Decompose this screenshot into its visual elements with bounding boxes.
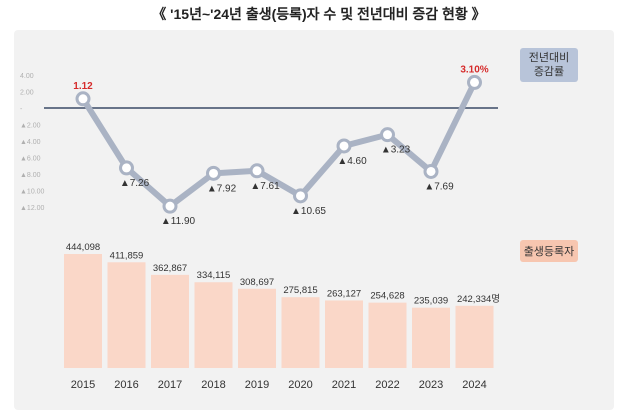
chart-title: 《 '15년~'24년 출생(등록)자 수 및 전년대비 증감 현황 》 — [152, 6, 486, 22]
births-value-label-2024: 242,334명 — [457, 294, 500, 305]
births-bar-2021 — [325, 300, 363, 368]
births-value-label-2017: 362,867 — [153, 263, 187, 274]
rate-point-2021 — [336, 138, 352, 154]
rate-legend-label-line1: 전년대비 — [529, 51, 569, 64]
x-tick-label: 2020 — [288, 379, 312, 391]
rate-point-2016 — [119, 160, 134, 176]
births-legend-label: 출생등록자 — [524, 245, 575, 258]
births-bar-2019 — [238, 288, 276, 368]
rate-label-2015: 1.12 — [73, 81, 93, 92]
births-value-label-2023: 235,039 — [414, 296, 448, 307]
rate-point-2020 — [293, 188, 308, 204]
births-value-label-2020: 275,815 — [283, 285, 317, 296]
y-tick-label: ▲4.00 — [20, 139, 41, 146]
rate-point-2015 — [75, 91, 91, 107]
births-value-label-2015: 444,098 — [66, 242, 100, 253]
births-bar-2018 — [194, 282, 233, 368]
rate-label-2019: ▲7.61 — [250, 181, 280, 192]
y-tick-label: ▲2.00 — [20, 123, 41, 130]
rate-label-2017: ▲11.90 — [161, 216, 196, 227]
rate-point-2023 — [423, 163, 439, 179]
y-tick-label: ▲6.00 — [20, 156, 41, 163]
rate-point-2018 — [206, 165, 221, 181]
rate-label-2024: 3.10% — [460, 64, 488, 75]
births-legend-badge — [520, 240, 578, 262]
rate-legend-badge — [520, 48, 578, 82]
births-bar-2023 — [412, 307, 450, 368]
y-tick-label: - — [20, 106, 23, 113]
x-tick-label: 2019 — [245, 379, 269, 391]
rate-label-2023: ▲7.69 — [424, 181, 454, 192]
births-bar-2015 — [64, 254, 102, 368]
births-value-label-2022: 254,628 — [370, 291, 404, 302]
x-tick-label: 2021 — [332, 379, 356, 391]
births-bar-2016 — [107, 262, 146, 368]
rate-point-2017 — [162, 198, 178, 214]
x-tick-label: 2022 — [375, 379, 399, 391]
births-bar-2024 — [455, 305, 494, 368]
y-tick-label: 4.00 — [20, 73, 34, 80]
rate-point-2019 — [249, 163, 265, 179]
x-tick-label: 2016 — [114, 379, 138, 391]
y-tick-label: ▲12.00 — [20, 205, 45, 212]
x-tick-label: 2017 — [158, 379, 182, 391]
births-value-label-2016: 411,859 — [110, 250, 144, 261]
rate-label-2016: ▲7.26 — [120, 178, 150, 189]
births-bar-2017 — [151, 274, 189, 368]
rate-series-line — [80, 79, 478, 210]
y-tick-label: ▲8.00 — [20, 172, 41, 179]
rate-label-2018: ▲7.92 — [207, 183, 237, 194]
y-tick-label: 2.00 — [20, 90, 34, 97]
births-bar-2020 — [281, 297, 320, 368]
births-value-label-2021: 263,127 — [327, 288, 361, 299]
rate-legend-label-line2: 증감률 — [534, 65, 564, 78]
chart-canvas: 4.00 2.00 - ▲2.00 ▲4.00 ▲6.00 ▲8.00 ▲10.00 ▲12.0… — [20, 48, 578, 391]
rate-label-2022: ▲3.23 — [381, 145, 411, 156]
rate-point-2024 — [467, 74, 482, 90]
rate-label-2021: ▲4.60 — [337, 156, 367, 167]
x-tick-label: 2023 — [419, 379, 443, 391]
y-tick-label: ▲10.00 — [20, 189, 45, 196]
x-tick-label: 2015 — [71, 379, 95, 391]
x-tick-label: 2018 — [201, 379, 225, 391]
chart-panel: 4.00 2.00 - ▲2.00 ▲4.00 ▲6.00 ▲8.00 ▲10.00 ▲12.0… — [14, 30, 614, 410]
births-value-label-2019: 308,697 — [240, 277, 274, 288]
rate-point-2022 — [380, 127, 395, 143]
births-value-label-2018: 334,115 — [197, 270, 231, 281]
rate-label-2020: ▲10.65 — [291, 206, 326, 217]
births-bar-2022 — [368, 302, 407, 368]
x-tick-label: 2024 — [462, 379, 486, 391]
